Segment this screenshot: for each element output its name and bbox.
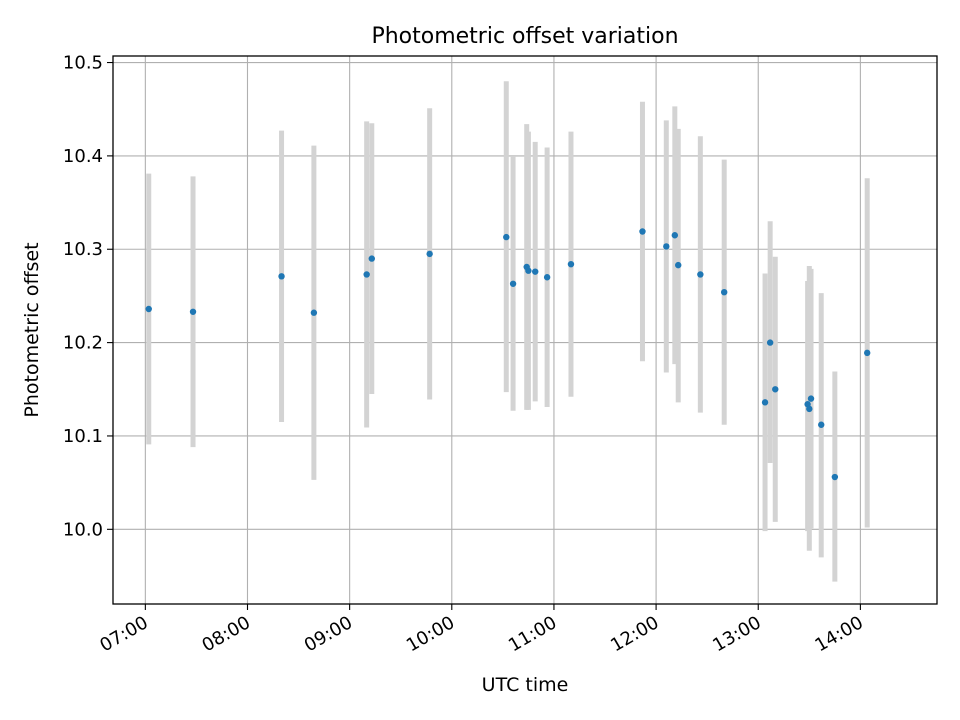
y-tick-label-2: 10.2 — [63, 333, 103, 354]
x-tick-label-2: 09:00 — [301, 612, 356, 656]
data-point-1 — [189, 308, 197, 315]
x-tick-label-0: 07:00 — [96, 612, 151, 656]
y-tick-label-5: 10.5 — [63, 53, 103, 74]
data-point-27 — [831, 473, 839, 481]
data-point-14 — [639, 228, 646, 235]
y-axis-label: Photometric offset — [21, 242, 43, 417]
data-point-21 — [766, 339, 774, 346]
data-point-24 — [806, 405, 813, 413]
y-tick-label-0: 10.0 — [63, 519, 103, 540]
y-tick-label-4: 10.4 — [63, 146, 103, 167]
data-point-13 — [567, 260, 575, 268]
y-tick-label-3: 10.3 — [63, 239, 103, 260]
data-point-10 — [525, 267, 532, 274]
data-point-12 — [543, 274, 551, 281]
plot-frame — [112, 55, 938, 605]
x-tick-label-3: 10:00 — [403, 612, 458, 656]
data-point-16 — [671, 232, 679, 239]
x-tick-label-7: 14:00 — [811, 612, 866, 656]
chart-title: Photometric offset variation — [371, 24, 678, 49]
data-point-5 — [368, 255, 375, 262]
data-point-11 — [532, 268, 539, 275]
x-tick-label-4: 11:00 — [505, 612, 560, 656]
data-point-15 — [663, 243, 670, 250]
data-point-28 — [863, 349, 871, 357]
y-tick-label-1: 10.1 — [63, 426, 103, 447]
data-point-22 — [772, 386, 779, 393]
data-point-17 — [675, 261, 682, 269]
data-point-8 — [509, 280, 517, 287]
x-tick-label-5: 12:00 — [607, 612, 662, 656]
axis-ticks: 07:00 08:00 09:00 10:00 11:00 12:00 13:00 14:00… — [63, 53, 867, 657]
data-point-25 — [807, 395, 815, 402]
data-point-6 — [426, 250, 433, 258]
data-point-20 — [761, 399, 769, 406]
x-tick-label-6: 13:00 — [709, 612, 764, 656]
data-point-0 — [145, 305, 152, 313]
data-point-19 — [720, 288, 728, 296]
data-point-18 — [697, 271, 704, 278]
data-point-3 — [310, 309, 318, 316]
data-point-26 — [818, 421, 825, 428]
data-point-4 — [363, 271, 370, 278]
x-axis-label: UTC time — [482, 674, 569, 696]
data-point-2 — [278, 273, 285, 280]
x-tick-label-1: 08:00 — [199, 612, 254, 656]
data-point-7 — [503, 233, 510, 241]
data-points — [145, 228, 871, 481]
